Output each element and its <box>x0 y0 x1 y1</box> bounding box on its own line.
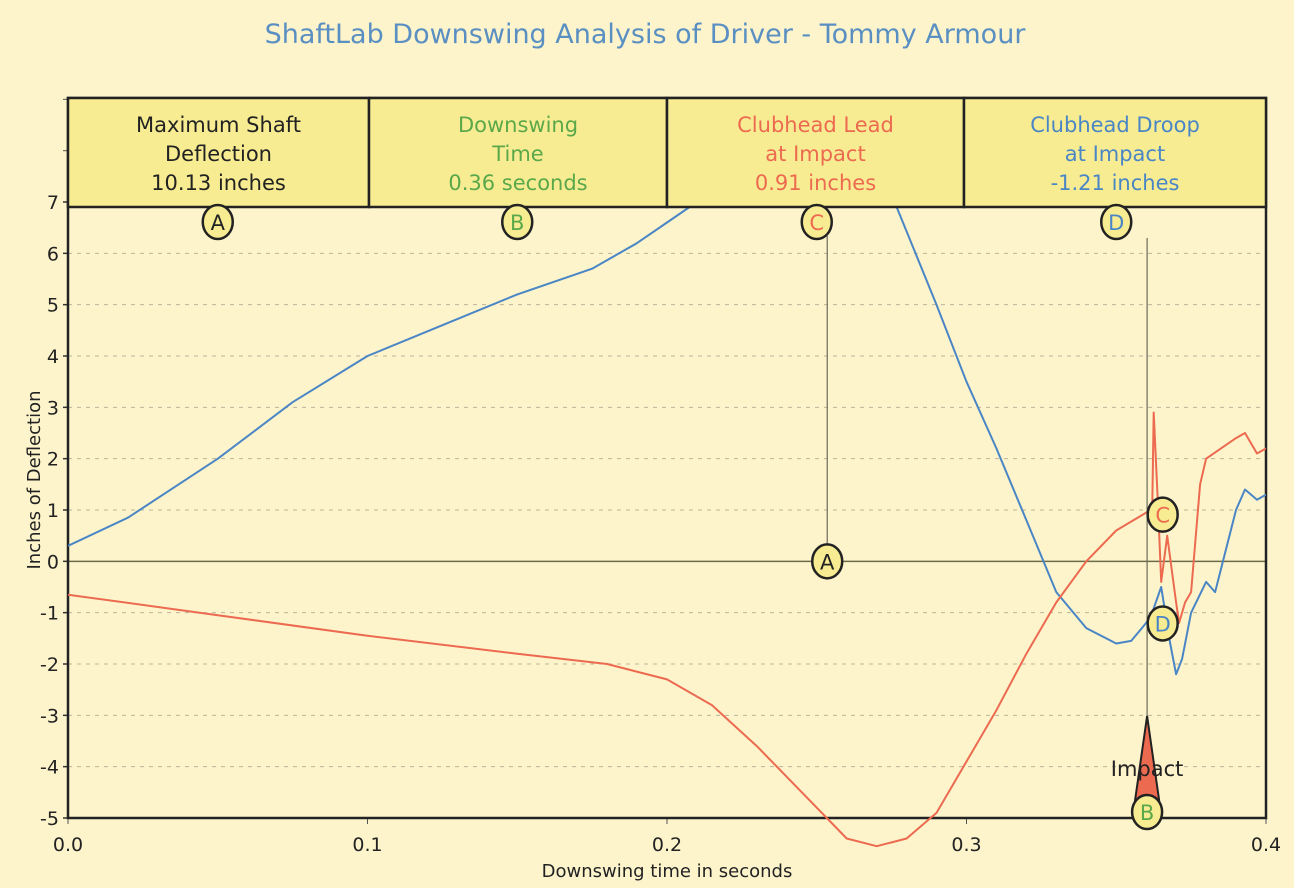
info-box-line: Maximum Shaft <box>136 113 301 137</box>
y-tick-label: 3 <box>47 397 59 419</box>
y-tick-label: -3 <box>40 705 59 727</box>
x-tick-label: 0.4 <box>1251 834 1281 856</box>
info-box-line: at Impact <box>1065 142 1165 166</box>
marker-label: B <box>510 211 524 235</box>
y-tick-label: 2 <box>47 449 59 471</box>
info-box-bg <box>962 96 1268 209</box>
annotation-circle <box>1146 605 1179 642</box>
marker-label: A <box>211 211 226 235</box>
y-tick-label: 5 <box>47 295 59 317</box>
marker-circle <box>201 203 234 241</box>
info-box-line: 0.91 inches <box>755 171 876 195</box>
impact-label: Impact <box>1111 757 1184 781</box>
y-tick-label: 7 <box>47 192 59 214</box>
marker-circle <box>501 203 534 241</box>
series-line-1 <box>68 411 1266 848</box>
info-box-bg <box>367 96 669 209</box>
y-tick-label: 1 <box>47 500 59 522</box>
x-axis-label: Downswing time in seconds <box>542 861 793 882</box>
annotation-label: A <box>820 550 835 574</box>
y-tick-label: -2 <box>40 654 59 676</box>
y-tick-label: 0 <box>47 551 59 573</box>
info-box: Downswing Time 0.36 seconds B <box>367 96 669 241</box>
x-tick-label: 0.3 <box>951 834 981 856</box>
info-box-line: Time <box>491 142 543 166</box>
annotation-circle <box>1130 793 1164 831</box>
info-box-line: 0.36 seconds <box>448 171 587 195</box>
annotation-label: B <box>1140 801 1154 825</box>
info-box: Maximum Shaft Deflection 10.13 inches A <box>66 96 371 241</box>
y-tick-label: -5 <box>40 808 59 830</box>
info-box-bg <box>66 96 371 209</box>
info-box-line: at Impact <box>765 142 865 166</box>
info-box-line: Downswing <box>458 113 578 137</box>
info-box-line: Clubhead Droop <box>1030 113 1200 137</box>
y-axis-label: Inches of Deflection <box>24 391 45 570</box>
marker-circle <box>800 203 833 241</box>
x-tick-label: 0.2 <box>652 834 682 856</box>
y-tick-label: 6 <box>47 243 59 265</box>
info-box: Clubhead Lead at Impact 0.91 inches C <box>665 96 966 241</box>
marker-label: C <box>809 211 824 235</box>
y-tick-label: -4 <box>40 757 59 779</box>
x-tick-label: 0.1 <box>352 834 382 856</box>
marker-label: D <box>1108 211 1124 235</box>
info-box-line: -1.21 inches <box>1051 171 1180 195</box>
chart-title: ShaftLab Downswing Analysis of Driver - … <box>265 19 1027 50</box>
series-line-0 <box>68 98 1266 676</box>
marker-circle <box>1100 203 1133 241</box>
annotation-circle <box>1146 496 1179 533</box>
info-box-line: Deflection <box>165 142 272 166</box>
info-box-line: Clubhead Lead <box>737 113 894 137</box>
annotation-circle <box>810 543 844 580</box>
annotation-label: D <box>1155 612 1171 636</box>
x-tick-label: 0.0 <box>53 834 83 856</box>
info-box-line: 10.13 inches <box>151 171 286 195</box>
info-box: Clubhead Droop at Impact -1.21 inches D <box>962 96 1268 241</box>
y-tick-label: -1 <box>40 603 59 625</box>
annotation-label: C <box>1155 504 1170 528</box>
y-tick-label: 4 <box>47 346 59 368</box>
